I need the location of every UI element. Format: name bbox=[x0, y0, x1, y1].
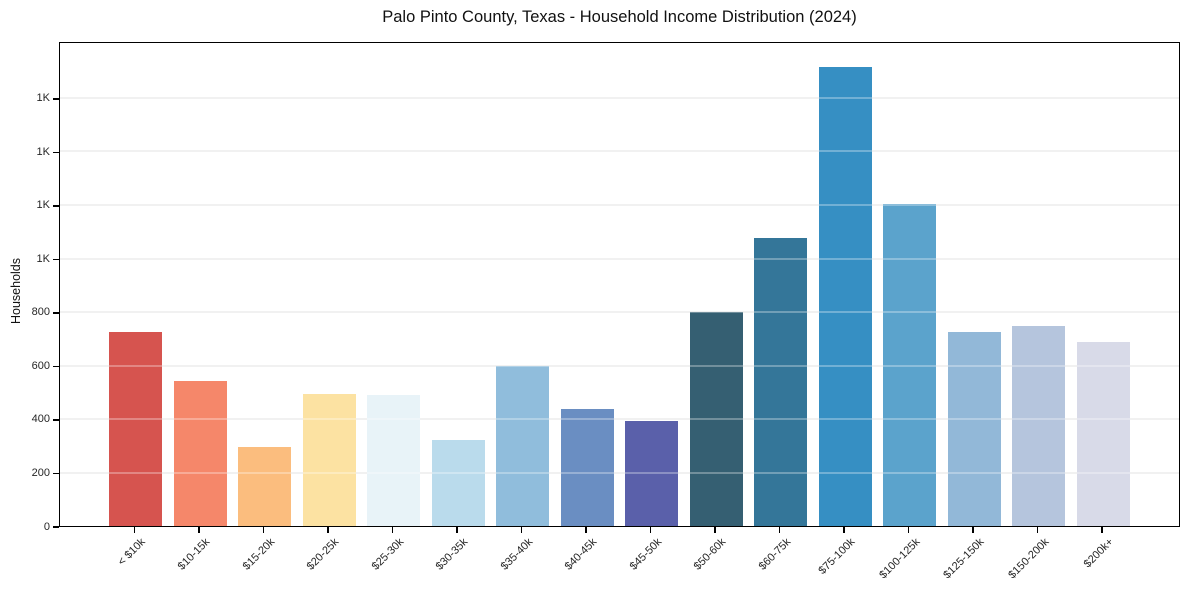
bar-$75-100k bbox=[818, 67, 872, 526]
y-tick-mark bbox=[53, 98, 59, 100]
x-tick-mark bbox=[456, 527, 458, 533]
x-tick-mark bbox=[327, 527, 329, 533]
gridline-overlay bbox=[60, 150, 1179, 153]
bar-$50-60k bbox=[689, 312, 743, 526]
y-tick-label: 800 bbox=[31, 306, 50, 319]
x-tick-mark bbox=[778, 527, 781, 533]
y-tick-mark bbox=[53, 365, 59, 368]
gridline bbox=[60, 257, 1179, 260]
x-tick-label: $25-30k bbox=[369, 536, 406, 573]
y-tick-label: 200 bbox=[31, 466, 50, 479]
y-tick-mark bbox=[53, 526, 59, 528]
y-tick-label: 1K bbox=[36, 145, 50, 158]
y-tick-label: 1K bbox=[36, 92, 50, 105]
x-tick-mark bbox=[585, 527, 587, 533]
x-tick-label: $15-20k bbox=[240, 536, 277, 573]
y-tick-label: 400 bbox=[31, 413, 50, 426]
bar-$10-15k bbox=[173, 381, 227, 526]
gridline-overlay bbox=[60, 96, 1179, 99]
y-tick-mark bbox=[53, 258, 59, 261]
x-tick-mark bbox=[843, 527, 845, 533]
x-tick-label: $150-200k bbox=[1005, 536, 1051, 582]
x-tick-mark bbox=[520, 527, 523, 533]
bar-$125-150k bbox=[947, 332, 1001, 526]
x-tick-mark bbox=[1036, 527, 1039, 533]
x-tick-label: $45-50k bbox=[627, 536, 664, 573]
bar-$20-25k bbox=[302, 394, 356, 526]
x-tick-label: $20-25k bbox=[304, 536, 342, 573]
y-tick-label: 0 bbox=[43, 520, 50, 533]
x-tick-label: $100-125k bbox=[876, 536, 922, 582]
y-tick-mark bbox=[53, 472, 59, 475]
plot-area bbox=[59, 42, 1180, 527]
x-tick-mark bbox=[972, 527, 974, 533]
gridline-overlay bbox=[60, 311, 1179, 313]
gridline-overlay bbox=[60, 204, 1179, 206]
bar-$100-125k bbox=[883, 204, 936, 526]
x-tick-label: $35-40k bbox=[498, 536, 535, 573]
x-tick-mark bbox=[649, 527, 652, 533]
x-tick-label: $50-60k bbox=[691, 536, 729, 573]
gridline-overlay bbox=[60, 471, 1179, 474]
bar-$25-30k bbox=[367, 394, 420, 526]
x-tick-mark bbox=[133, 527, 136, 533]
bar-$45-50k bbox=[625, 420, 678, 526]
x-tick-mark bbox=[1101, 527, 1103, 533]
bar-$35-40k bbox=[496, 366, 549, 526]
bar-$150-200k bbox=[1012, 325, 1065, 526]
bar-$60-75k bbox=[754, 238, 807, 526]
x-tick-label: $10-15k bbox=[175, 536, 213, 573]
gridline bbox=[60, 364, 1179, 367]
chart-title: Palo Pinto County, Texas - Household Inc… bbox=[382, 8, 857, 26]
x-tick-label: < $10k bbox=[115, 536, 148, 569]
gridline-overlay bbox=[60, 418, 1179, 420]
y-tick-mark bbox=[53, 419, 59, 421]
bar-$40-45k bbox=[560, 409, 614, 526]
y-tick-label: 1K bbox=[36, 199, 50, 212]
bar-< $10k bbox=[109, 332, 162, 526]
gridline bbox=[60, 150, 1179, 153]
gridline bbox=[60, 96, 1179, 99]
x-tick-mark bbox=[714, 527, 716, 533]
gridline-overlay bbox=[60, 364, 1179, 367]
y-tick-label: 600 bbox=[31, 359, 50, 372]
x-tick-mark bbox=[391, 527, 394, 533]
x-tick-label: $30-35k bbox=[433, 536, 471, 573]
x-tick-label: $200k+ bbox=[1081, 536, 1116, 571]
y-tick-mark bbox=[53, 151, 59, 154]
x-tick-mark bbox=[907, 527, 910, 533]
gridline bbox=[60, 311, 1179, 313]
y-tick-mark bbox=[53, 312, 59, 314]
bar-$200k+ bbox=[1076, 341, 1130, 526]
gridline-overlay bbox=[60, 257, 1179, 260]
y-tick-label: 1K bbox=[36, 252, 50, 265]
gridline bbox=[60, 204, 1179, 206]
y-tick-mark bbox=[53, 205, 59, 207]
bar-$30-35k bbox=[431, 440, 485, 526]
x-tick-label: $40-45k bbox=[562, 536, 600, 573]
x-tick-mark bbox=[262, 527, 265, 533]
gridline bbox=[60, 418, 1179, 420]
x-tick-mark bbox=[198, 527, 200, 533]
x-tick-label: $60-75k bbox=[756, 536, 793, 573]
bar-$15-20k bbox=[238, 447, 291, 526]
x-tick-label: $125-150k bbox=[941, 536, 987, 582]
gridline bbox=[60, 471, 1179, 474]
x-tick-label: $75-100k bbox=[816, 536, 858, 577]
